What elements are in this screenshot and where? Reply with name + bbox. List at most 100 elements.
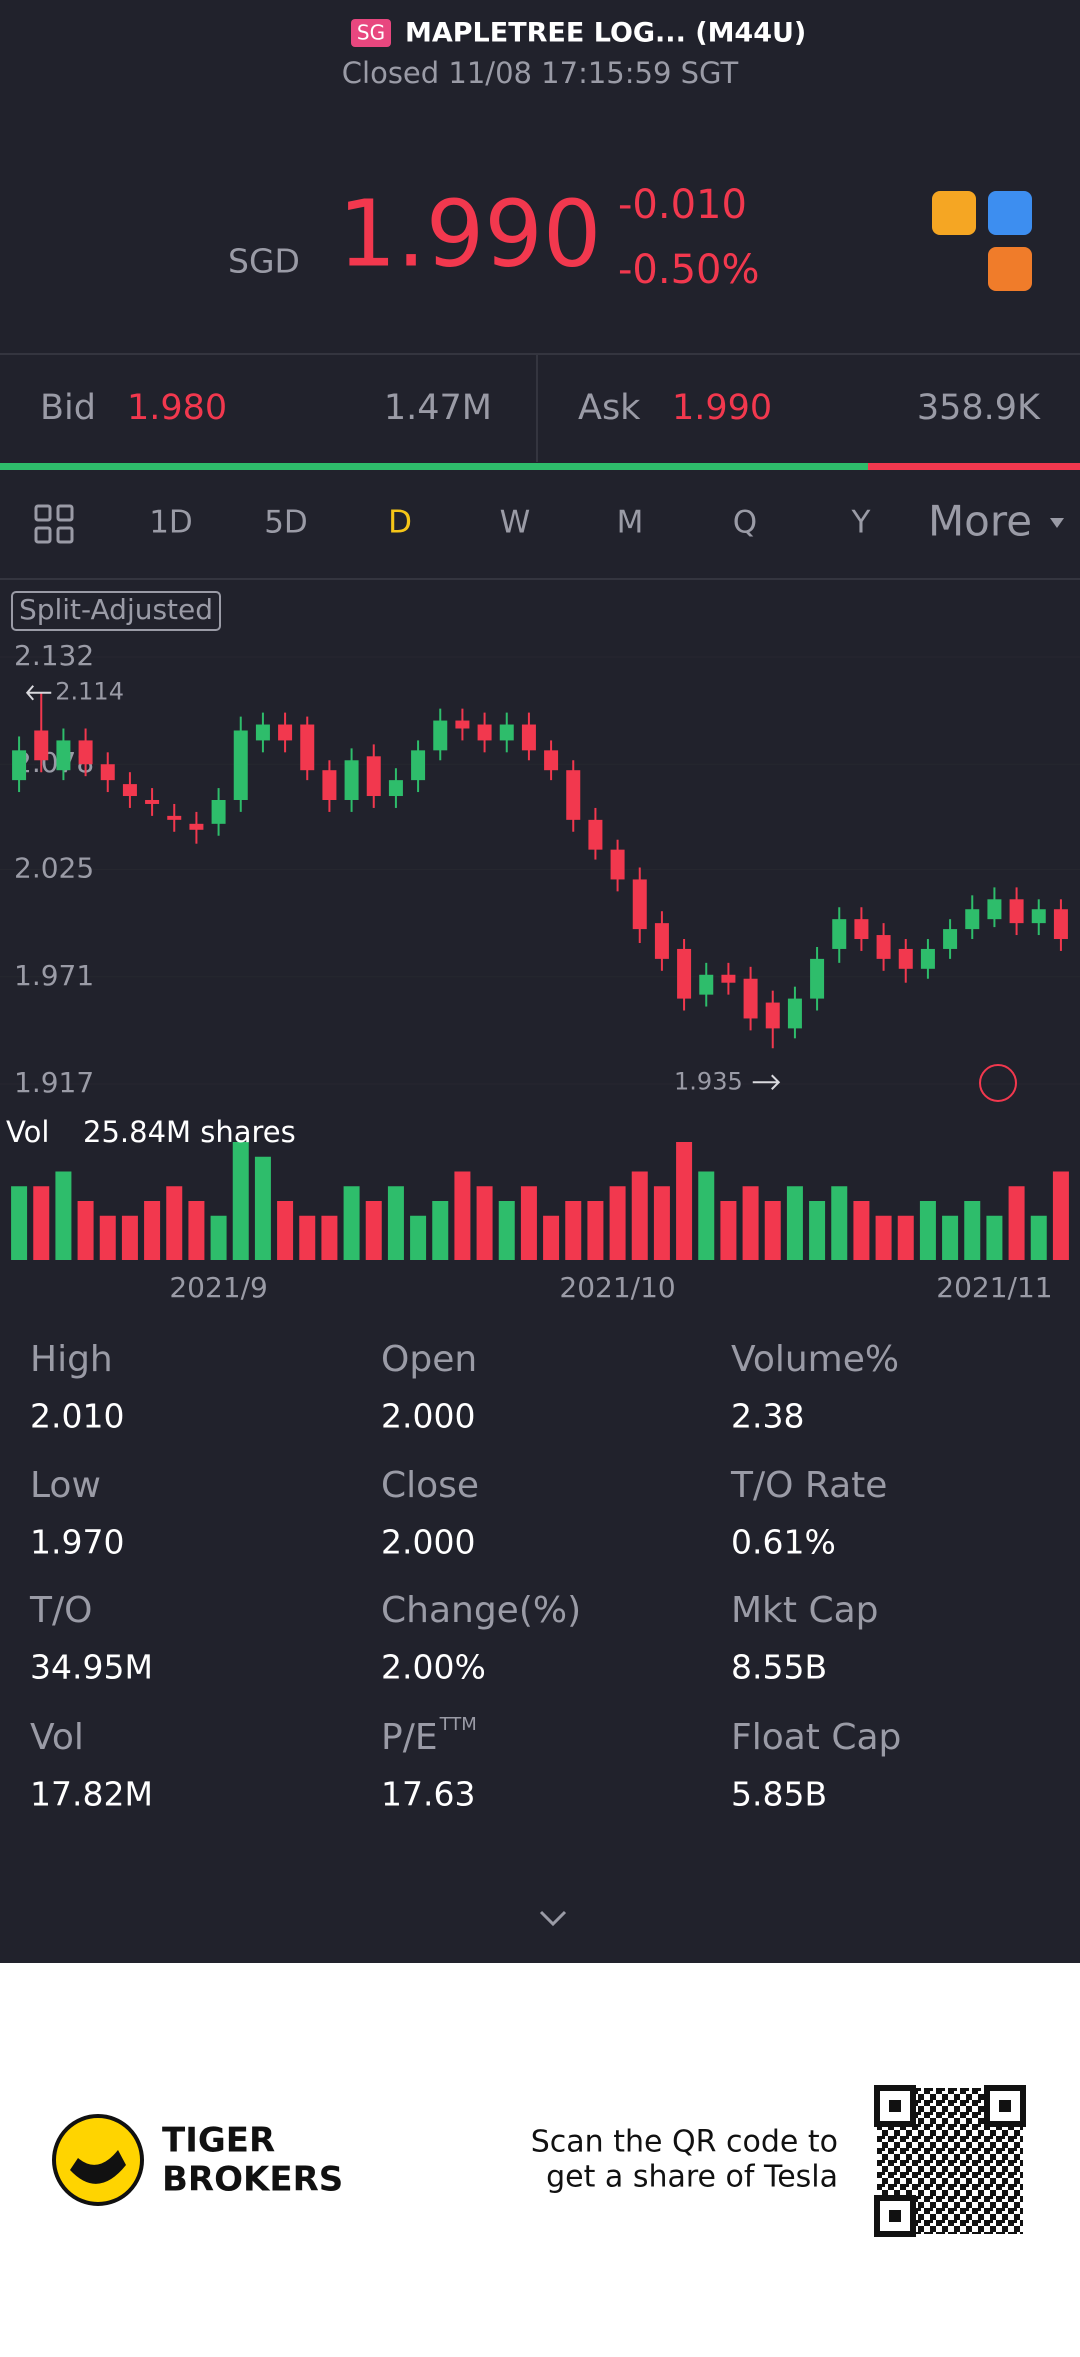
expand-chevron[interactable]	[539, 1910, 567, 1927]
stat-label-sup: TTM	[439, 1714, 477, 1735]
volume-bar	[809, 1201, 826, 1260]
tab[interactable]: Q	[733, 505, 757, 541]
candle-body	[588, 819, 603, 850]
candle-body	[654, 923, 669, 959]
stats: High 2.010 Open 2.000 Volume% 2.38 Low 1.970 Clo…	[29, 1339, 901, 1814]
candle-body	[987, 899, 1002, 920]
ask-label: Ask	[578, 388, 641, 428]
tab[interactable]: 5D	[264, 505, 308, 541]
stat-value: 2.00%	[381, 1648, 486, 1687]
stat-value: 2.000	[381, 1523, 475, 1562]
stat-value: 5.85B	[731, 1775, 827, 1814]
candle-body	[876, 935, 891, 959]
volume-bar	[653, 1186, 670, 1260]
volume-bar	[942, 1215, 959, 1260]
qr-code	[874, 2085, 1026, 2237]
stat-label: T/O	[29, 1590, 92, 1631]
stat-label: Change(%)	[381, 1590, 581, 1631]
candle-body	[12, 750, 27, 781]
icon-flash[interactable]	[988, 191, 1032, 235]
stat-value: 8.55B	[731, 1648, 827, 1687]
candle-body	[145, 799, 160, 804]
tab[interactable]: M	[617, 505, 644, 541]
candle-body	[810, 958, 825, 999]
candle-body	[521, 724, 536, 751]
volume-bar	[786, 1186, 803, 1260]
volume-bar	[543, 1215, 560, 1260]
candle-body	[322, 770, 337, 800]
candle-body	[78, 740, 93, 765]
volume-bar	[1052, 1171, 1069, 1260]
stat-value: 17.63	[381, 1775, 475, 1814]
volume-bar	[321, 1215, 338, 1260]
brand: BROKERS	[162, 2160, 343, 2200]
volume-bar	[1008, 1186, 1025, 1260]
volume-bar	[742, 1186, 759, 1260]
promo: Scan the QR code to	[531, 2125, 838, 2160]
tab[interactable]: D	[388, 505, 412, 541]
logo	[52, 2114, 144, 2206]
candle-body	[477, 724, 492, 741]
volume-bar	[587, 1201, 604, 1260]
volume-bar	[188, 1201, 205, 1260]
volume-bar	[365, 1201, 382, 1260]
volume-bar	[476, 1186, 493, 1260]
candle-body	[278, 724, 293, 741]
icon-event[interactable]	[988, 247, 1032, 291]
candle-body	[787, 998, 802, 1029]
dropdown-arrow[interactable]	[1050, 518, 1064, 528]
tab[interactable]: More	[928, 497, 1032, 546]
candle-body	[1031, 909, 1046, 924]
candle-body	[832, 919, 847, 949]
price: 1.990	[338, 180, 601, 287]
stat-value: 0.61%	[731, 1523, 836, 1562]
layout-icon[interactable]	[34, 504, 74, 544]
volume-bar	[720, 1201, 737, 1260]
candle-body	[167, 815, 182, 820]
candle-body	[721, 974, 736, 983]
volume-bar	[919, 1201, 936, 1260]
stat-label: Mkt Cap	[731, 1590, 879, 1631]
candle-body	[898, 948, 913, 969]
tab[interactable]: Y	[851, 505, 871, 541]
stat-value: 34.95M	[30, 1648, 153, 1687]
volume-bar	[210, 1215, 227, 1260]
volume-bar	[55, 1171, 72, 1260]
market-badge-bg	[351, 19, 391, 47]
candle-body	[388, 780, 403, 797]
q-icon[interactable]	[979, 1064, 1017, 1102]
tab[interactable]: W	[500, 505, 531, 541]
volume-bar	[964, 1201, 981, 1260]
volume-bar	[764, 1201, 781, 1260]
volume-label: Vol	[6, 1115, 49, 1149]
candle-body	[765, 1002, 780, 1029]
bid-price: 1.980	[127, 388, 227, 428]
stat-label: Close	[381, 1465, 479, 1506]
candle-body	[965, 909, 980, 930]
ask-price: 1.990	[672, 388, 772, 428]
candle-body	[854, 919, 869, 940]
stat-label: Volume%	[731, 1339, 899, 1380]
volume-bar	[11, 1186, 28, 1260]
tab[interactable]: 1D	[149, 505, 193, 541]
currency: SGD	[228, 242, 300, 281]
volume-bar	[343, 1186, 360, 1260]
candle-body	[699, 974, 714, 995]
bid-bar	[0, 463, 868, 470]
volume-bar	[1030, 1215, 1047, 1260]
y-tick-label: 2.132	[14, 639, 94, 672]
stat-value: 2.38	[731, 1397, 804, 1436]
volume-bar	[831, 1186, 848, 1260]
volume-bar	[387, 1186, 404, 1260]
low-annotation: 1.935	[674, 1067, 743, 1095]
stat-value: 1.970	[30, 1523, 124, 1562]
candle-body	[56, 740, 71, 771]
background	[0, 0, 1080, 1963]
candle-body	[233, 730, 248, 800]
icon-dividend[interactable]	[932, 191, 976, 235]
candle-body	[411, 750, 426, 781]
x-tick-label: 2021/10	[559, 1271, 675, 1304]
y-tick-label: 1.971	[14, 959, 94, 992]
volume-bar	[232, 1142, 249, 1260]
